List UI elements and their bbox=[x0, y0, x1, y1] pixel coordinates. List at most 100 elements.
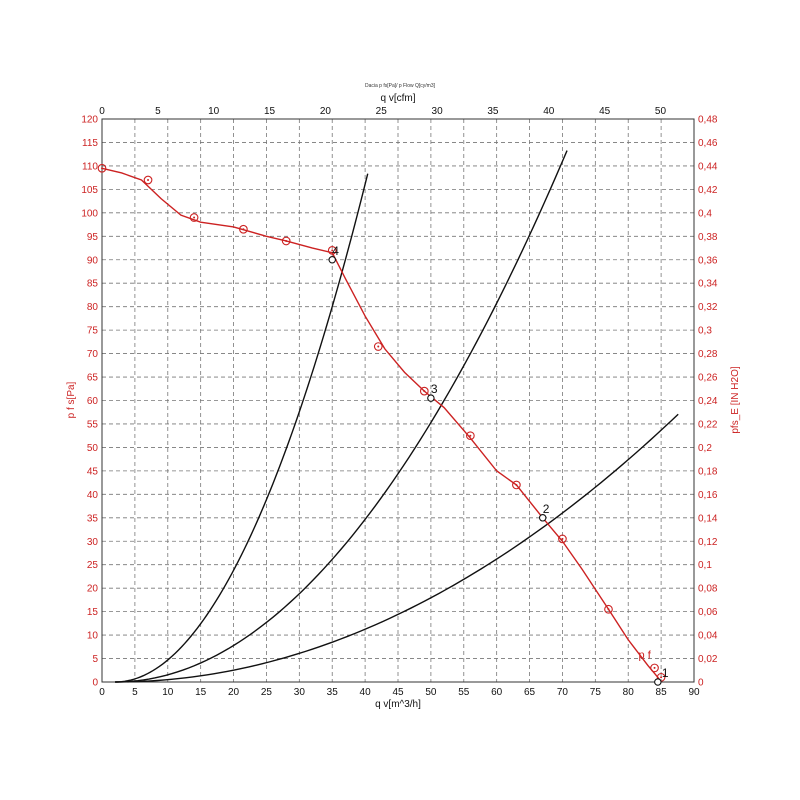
x-tick-bottom: 15 bbox=[195, 687, 207, 698]
y-tick-left: 45 bbox=[87, 466, 99, 477]
plot-frame bbox=[101, 118, 695, 683]
y-axis-title-left: p f s[Pa] bbox=[66, 381, 77, 418]
y-tick-right: 0,08 bbox=[698, 584, 718, 595]
system-curve bbox=[115, 150, 568, 683]
y-tick-right: 0,2 bbox=[698, 443, 712, 454]
x-tick-top: 15 bbox=[264, 106, 276, 117]
y-tick-left: 95 bbox=[87, 232, 99, 243]
chart-caption: Dacia p fs[Pa]/ p Flow Q[cy/m3] bbox=[365, 83, 436, 89]
y-tick-right: 0 bbox=[698, 678, 704, 689]
operating-point bbox=[654, 678, 662, 686]
x-tick-top: 25 bbox=[376, 106, 388, 117]
operating-point-label: 1 bbox=[662, 666, 669, 680]
y-tick-left: 55 bbox=[87, 419, 99, 430]
y-tick-right: 0,38 bbox=[698, 232, 718, 243]
x-tick-bottom: 10 bbox=[162, 687, 174, 698]
y-tick-left: 40 bbox=[87, 490, 99, 501]
x-tick-top: 35 bbox=[487, 106, 499, 117]
x-axis-title-top: q v[cfm] bbox=[380, 93, 415, 104]
y-tick-left: 90 bbox=[87, 255, 99, 266]
fan-curve-marker bbox=[604, 604, 613, 614]
y-tick-right: 0,48 bbox=[698, 115, 718, 126]
x-tick-top: 10 bbox=[208, 106, 220, 117]
fan-curve-marker bbox=[327, 246, 337, 255]
y-tick-left: 110 bbox=[82, 161, 98, 172]
fan-curve: p f bbox=[97, 163, 666, 683]
x-tick-bottom: 30 bbox=[294, 687, 306, 698]
x-axis-title-bottom: q v[m^3/h] bbox=[375, 699, 421, 710]
y-tick-left: 115 bbox=[82, 138, 98, 149]
y-tick-left: 80 bbox=[87, 302, 99, 313]
x-tick-bottom: 5 bbox=[132, 687, 138, 698]
y-tick-right: 0,32 bbox=[698, 302, 718, 313]
operating-point-label: 3 bbox=[431, 382, 438, 396]
y-tick-right: 0,26 bbox=[698, 373, 718, 384]
fan-curve-marker bbox=[466, 431, 475, 441]
y-tick-left: 35 bbox=[87, 513, 99, 524]
y-tick-right: 0,34 bbox=[698, 279, 718, 290]
x-tick-bottom: 20 bbox=[228, 687, 240, 698]
y-tick-left: 120 bbox=[81, 115, 98, 126]
fan-curve-marker bbox=[239, 224, 248, 234]
system-curve bbox=[115, 173, 369, 683]
x-tick-bottom: 65 bbox=[524, 687, 536, 698]
y-tick-left: 50 bbox=[87, 443, 99, 454]
ticks: 0 5 10 15 20 25 30 35 40 45 50 55 60 65 70 75 80 85 900 5 10… bbox=[81, 106, 718, 698]
system-curve bbox=[115, 413, 679, 683]
y-tick-left: 75 bbox=[87, 326, 99, 337]
y-tick-right: 0,04 bbox=[698, 631, 718, 642]
x-tick-bottom: 0 bbox=[99, 687, 105, 698]
y-tick-right: 0,36 bbox=[698, 255, 718, 266]
y-tick-right: 0,22 bbox=[698, 419, 718, 430]
y-tick-right: 0,16 bbox=[698, 490, 718, 501]
x-tick-top: 40 bbox=[543, 106, 555, 117]
y-tick-right: 0,42 bbox=[698, 185, 718, 196]
operating-points: 1 2 3 4 bbox=[328, 244, 669, 686]
x-tick-bottom: 40 bbox=[360, 687, 372, 698]
x-tick-bottom: 80 bbox=[623, 687, 635, 698]
fan-curve-line bbox=[101, 167, 662, 683]
x-tick-top: 45 bbox=[599, 106, 611, 117]
y-tick-left: 105 bbox=[81, 185, 98, 196]
x-tick-top: 5 bbox=[155, 106, 161, 117]
x-tick-top: 30 bbox=[432, 106, 444, 117]
x-tick-bottom: 35 bbox=[327, 687, 339, 698]
fan-curve-marker bbox=[419, 386, 429, 396]
fan-curve-marker bbox=[558, 534, 567, 544]
y-tick-left: 20 bbox=[87, 584, 99, 595]
fan-curve-marker bbox=[650, 663, 659, 673]
y-tick-right: 0,24 bbox=[698, 396, 718, 407]
operating-point-label: 2 bbox=[543, 502, 550, 516]
y-tick-right: 0,4 bbox=[698, 208, 712, 219]
x-tick-bottom: 75 bbox=[590, 687, 602, 698]
y-tick-left: 5 bbox=[92, 654, 98, 665]
y-tick-left: 70 bbox=[87, 349, 99, 360]
fan-curve-label: p f bbox=[639, 650, 652, 662]
y-tick-right: 0,28 bbox=[698, 349, 718, 360]
y-tick-left: 65 bbox=[87, 373, 99, 384]
fan-curve-marker bbox=[373, 342, 383, 351]
system-curves bbox=[115, 150, 679, 683]
y-tick-right: 0,02 bbox=[698, 654, 718, 665]
y-axis-title-right: pfs_E [IN H2O] bbox=[730, 366, 741, 433]
fan-curve-marker bbox=[512, 480, 521, 490]
x-tick-bottom: 45 bbox=[392, 687, 404, 698]
fan-curve-marker bbox=[97, 163, 107, 173]
fan-curve-marker bbox=[143, 175, 153, 185]
y-tick-left: 60 bbox=[87, 396, 99, 407]
x-tick-top: 0 bbox=[99, 106, 105, 117]
y-tick-left: 15 bbox=[87, 607, 99, 618]
y-tick-right: 0,3 bbox=[698, 326, 712, 337]
y-tick-right: 0,06 bbox=[698, 607, 718, 618]
x-tick-bottom: 85 bbox=[656, 687, 668, 698]
x-tick-bottom: 55 bbox=[458, 687, 470, 698]
y-tick-right: 0,46 bbox=[698, 138, 718, 149]
fan-curve-marker bbox=[189, 213, 199, 222]
operating-point bbox=[328, 255, 336, 264]
operating-point bbox=[427, 394, 435, 402]
y-tick-left: 85 bbox=[87, 279, 99, 290]
y-tick-right: 0,18 bbox=[698, 466, 718, 477]
x-tick-bottom: 50 bbox=[425, 687, 437, 698]
y-tick-left: 30 bbox=[87, 537, 99, 548]
x-tick-top: 20 bbox=[320, 106, 332, 117]
